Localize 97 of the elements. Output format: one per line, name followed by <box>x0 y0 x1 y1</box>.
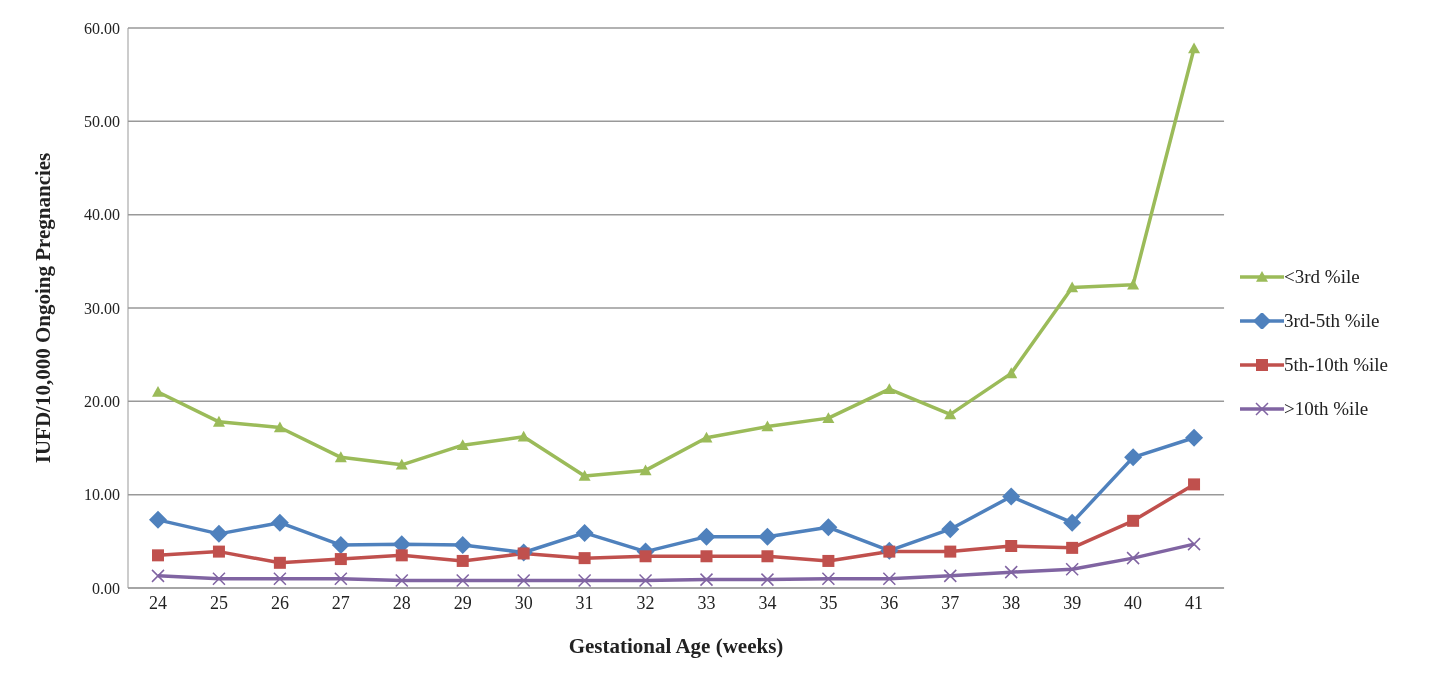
point <box>760 572 775 587</box>
point <box>453 536 472 555</box>
point <box>1127 514 1140 527</box>
y-tick-label: 40.00 <box>84 206 120 224</box>
point <box>152 386 164 397</box>
y-tick-label: 0.00 <box>92 579 120 597</box>
point <box>883 383 896 394</box>
point <box>1185 428 1204 447</box>
point <box>1066 541 1079 554</box>
point <box>1187 537 1201 551</box>
point <box>1188 478 1201 491</box>
x-tick-label: 38 <box>1002 592 1021 613</box>
x-axis-title: Gestational Age (weeks) <box>568 634 784 658</box>
point <box>700 431 713 443</box>
y-tick-label: 20.00 <box>84 393 120 411</box>
x-tick-label: 29 <box>453 592 472 613</box>
point <box>334 451 347 463</box>
point <box>331 536 350 555</box>
point <box>819 518 838 537</box>
point <box>761 550 774 563</box>
point <box>456 439 469 450</box>
legend-label: <3rd %ile <box>1284 266 1360 288</box>
point <box>761 420 774 432</box>
point <box>639 550 652 563</box>
point <box>578 552 591 565</box>
point <box>1188 42 1201 54</box>
legend-label: 5th-10th %ile <box>1284 354 1388 376</box>
point <box>212 571 226 586</box>
point <box>395 549 408 562</box>
point <box>821 571 836 586</box>
x-tick-label: 34 <box>758 592 777 613</box>
point <box>1063 513 1082 532</box>
x-tick-label: 28 <box>392 592 411 613</box>
x-tick-label: 24 <box>149 592 167 613</box>
point <box>822 554 835 567</box>
point <box>758 527 777 546</box>
point <box>1002 487 1021 506</box>
point <box>516 573 531 588</box>
x-tick-label: 27 <box>331 592 350 613</box>
point <box>1127 278 1140 290</box>
point <box>1065 562 1079 577</box>
y-tick-label: 50.00 <box>84 113 120 131</box>
point <box>697 527 716 546</box>
point <box>395 573 409 588</box>
point <box>270 513 289 532</box>
x-tick-label: 37 <box>941 592 960 613</box>
point <box>212 415 225 427</box>
x-tick-label: 41 <box>1185 592 1204 613</box>
x-tick-label: 31 <box>575 592 594 613</box>
point <box>822 412 835 423</box>
point <box>273 571 287 586</box>
x-tick-label: 25 <box>209 592 228 613</box>
point <box>699 572 714 587</box>
point <box>700 550 713 563</box>
legend-label: 3rd-5th %ile <box>1284 310 1380 332</box>
point <box>1005 367 1018 379</box>
point <box>639 464 652 476</box>
x-tick-label: 30 <box>514 592 533 613</box>
point <box>212 545 225 558</box>
x-tick-label: 40 <box>1124 592 1143 613</box>
x-tick-label: 32 <box>636 592 655 613</box>
point <box>578 470 591 481</box>
point <box>273 556 286 569</box>
x-tick-label: 39 <box>1063 592 1082 613</box>
x-tick-label: 35 <box>819 592 838 613</box>
legend-label: >10th %ile <box>1284 398 1369 420</box>
point <box>941 520 960 539</box>
point <box>882 571 897 586</box>
point <box>1004 565 1018 579</box>
y-tick-label: 30.00 <box>84 299 120 317</box>
point <box>517 430 530 442</box>
point <box>149 510 167 529</box>
point <box>1124 448 1143 467</box>
point <box>943 569 958 583</box>
y-tick-label: 60.00 <box>84 19 120 37</box>
point <box>944 545 957 558</box>
point <box>273 421 286 433</box>
x-tick-label: 33 <box>697 592 716 613</box>
point <box>456 554 469 567</box>
y-tick-label: 10.00 <box>84 486 120 504</box>
point <box>1005 540 1018 552</box>
point <box>1066 281 1079 293</box>
point <box>395 458 408 470</box>
point <box>1126 551 1140 565</box>
x-tick-label: 26 <box>270 592 289 613</box>
point <box>455 573 470 588</box>
point <box>577 573 592 588</box>
point <box>944 408 957 420</box>
x-tick-label: 36 <box>880 592 899 613</box>
point <box>575 523 594 542</box>
point <box>209 524 228 543</box>
point <box>151 569 165 583</box>
point <box>152 549 164 562</box>
point <box>334 571 348 586</box>
point <box>638 573 653 588</box>
y-axis-title: IUFD/10,000 Ongoing Pregnancies <box>31 152 56 464</box>
point <box>334 553 347 566</box>
